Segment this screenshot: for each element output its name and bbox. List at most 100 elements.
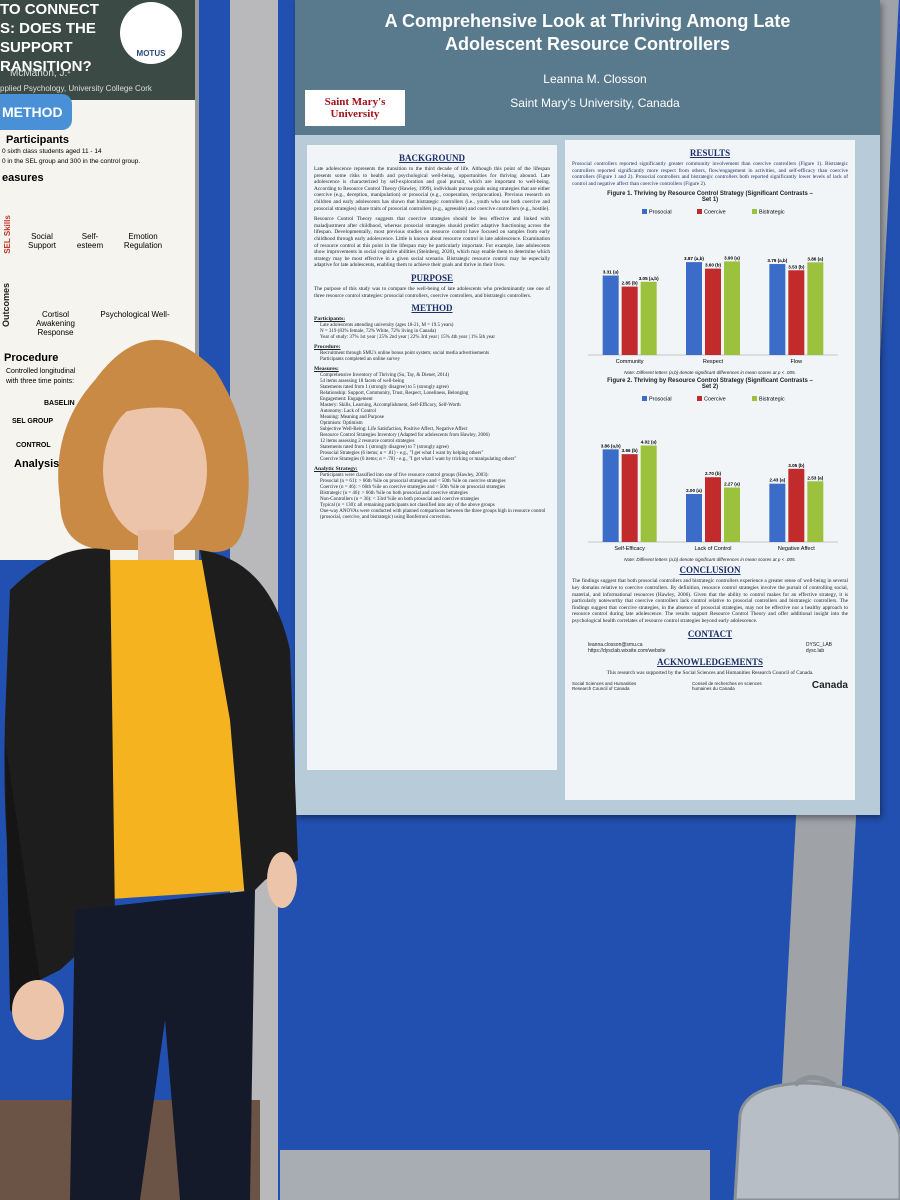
bar: [640, 282, 657, 356]
heading: easures: [2, 172, 44, 184]
instagram: dysc.lab: [805, 647, 825, 654]
bar: [807, 262, 824, 356]
cardigan-right: [200, 550, 298, 900]
value-label: 3.31 (a): [603, 270, 619, 275]
website: https://dysclab.wixsite.com/website: [588, 647, 666, 654]
legend-swatch: [752, 396, 757, 402]
arm: [5, 740, 40, 1020]
legend-label: Prosocial: [649, 210, 672, 216]
value-label: 3.60 (b): [705, 263, 722, 268]
shirt: [95, 560, 250, 900]
list-item: Meaning: Meaning and Purpose: [320, 415, 385, 421]
poster-title: A Comprehensive Look at Thriving Among L…: [384, 11, 791, 54]
list-item: Prosocial Strategies (6 items; α = .81) …: [320, 451, 484, 457]
category-label: Lack of Control: [695, 546, 732, 552]
person: [4, 339, 298, 1200]
bar: [705, 477, 721, 543]
measure: Social Support: [27, 232, 57, 250]
legend-label: Coercive: [704, 397, 726, 403]
cardigan-left: [4, 548, 115, 980]
legend-swatch: [697, 209, 702, 215]
face: [103, 400, 207, 540]
paragraph: Late adolescence represents the transiti…: [314, 166, 550, 212]
list-item: Statements rated from 1 (strongly disagr…: [320, 445, 449, 451]
conclusion-text: The findings suggest that both prosocial…: [572, 578, 848, 624]
legend-swatch: [642, 396, 647, 402]
backpack-body: [733, 1081, 900, 1200]
section-heading: CONCLUSION: [679, 565, 741, 576]
figure: Figure 1. Thriving by Resource Control S…: [572, 191, 848, 375]
hand: [267, 852, 297, 908]
measure: Cortisol Awakening Response: [36, 310, 75, 337]
value-label: 2.70 (b): [705, 472, 722, 477]
legend-swatch: [697, 396, 702, 402]
funder-fr: Conseil de recherches en sciences humain…: [691, 680, 762, 691]
chart: Prosocial Coercive Bistrategic Self-Efficac…: [588, 396, 838, 552]
results-text: Prosocial controllers reported significa…: [572, 161, 848, 187]
side-label: SEL Skills: [2, 215, 12, 254]
bar: [621, 454, 638, 543]
figure: Figure 2. Thriving by Resource Control S…: [572, 378, 848, 562]
university-logo: Saint Mary's University: [305, 90, 405, 126]
bar: [788, 469, 805, 543]
left-column: BACKGROUND Late adolescence represents t…: [307, 145, 557, 770]
value-label: 3.86 (a,b): [601, 444, 621, 449]
list-item: Comprehensive Inventory of Thriving (Su,…: [320, 373, 450, 379]
section-heading: BACKGROUND: [398, 153, 465, 163]
subheading: Procedure:: [314, 344, 341, 351]
logo: MOTUS: [120, 2, 182, 64]
ack-text: This research was supported by the Socia…: [606, 669, 814, 676]
value-label: 2.43 (a): [769, 478, 785, 483]
list-item: Non-Controllers (n = 36): < 33rd %ile on…: [320, 497, 480, 503]
measure: Psychological Well-: [100, 310, 170, 319]
bar: [769, 264, 786, 356]
neighbor-poster-header: TO CONNECT S: DOES THE SUPPORT RANSITION…: [0, 0, 195, 100]
legend-label: Prosocial: [649, 397, 672, 403]
background-text: Late adolescence represents the transiti…: [314, 166, 550, 269]
value-label: 4.02 (a): [641, 440, 657, 445]
twitter: DYSC_LAB: [805, 641, 832, 648]
backpack: [733, 1075, 900, 1200]
bar: [621, 286, 638, 356]
title-line: TO CONNECT: [0, 1, 99, 18]
figure-title: Figure 1. Thriving by Resource Control S…: [607, 191, 813, 204]
section-heading: RESULTS: [689, 148, 731, 158]
text: with three time points:: [6, 378, 75, 385]
poster-author: Leanna M. Closson: [543, 72, 647, 86]
bar: [686, 494, 702, 543]
backpack-handle: [793, 1075, 837, 1088]
title-line: S: DOES THE: [0, 20, 96, 37]
measure: Emotion Regulation: [123, 232, 163, 250]
legend-swatch: [752, 209, 757, 215]
title-line: RANSITION?: [0, 58, 92, 75]
bar: [807, 481, 824, 543]
list-item: Subjective Well-Being: Life Satisfaction…: [320, 427, 468, 433]
legend-label: Bistrategic: [759, 210, 785, 216]
list-item: Recruitment through SMU's online bonus p…: [320, 351, 490, 357]
hand: [12, 980, 64, 1040]
bar: [788, 270, 805, 356]
category-label: Respect: [703, 359, 724, 365]
purpose-text: The purpose of this study was to compare…: [314, 285, 550, 299]
bar: [602, 275, 619, 356]
trousers: [70, 890, 255, 1200]
value-label: 3.05 (b): [788, 463, 805, 468]
legend-label: Coercive: [704, 210, 726, 216]
section-heading: PURPOSE: [410, 272, 453, 283]
text: 0 sixth class students aged 11 - 14: [2, 148, 102, 155]
value-label: 3.86 (a): [807, 257, 823, 262]
list-item: Prosocial (n = 61): > 66th %ile on proso…: [320, 479, 506, 485]
heading: Participants: [6, 134, 69, 146]
bar: [769, 484, 786, 543]
list-item: Resource Control Strategies Inventory (A…: [320, 433, 490, 439]
contact-row: leanna.closson@smu.ca https://dysclab.wix…: [572, 642, 848, 654]
poster-affiliation: Saint Mary's University, Canada: [510, 96, 680, 110]
right-column: RESULTS Prosocial controllers reported s…: [565, 140, 855, 800]
text: Controlled longitudinal: [6, 368, 76, 375]
poster-header: A Comprehensive Look at Thriving Among L…: [295, 0, 880, 135]
list-item: Typical (n = 130): all remaining partici…: [320, 503, 495, 509]
list-item: Statements rated from 1 (strongly disagr…: [320, 385, 449, 391]
bar: [686, 262, 702, 356]
value-label: 2.53 (a): [807, 476, 823, 481]
section-heading: METHOD: [411, 303, 453, 314]
